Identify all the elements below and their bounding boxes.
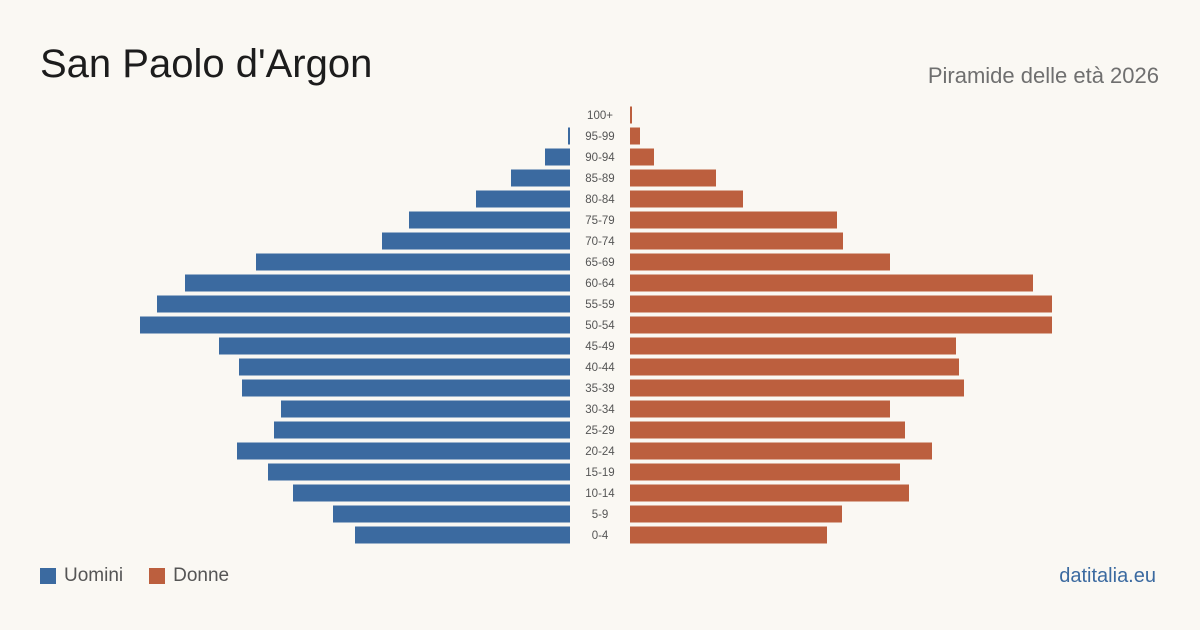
bar-women-5-9 [630, 505, 842, 523]
age-label-50-54: 50-54 [585, 320, 615, 332]
bar-men-10-14 [293, 484, 570, 502]
bar-women-90-94 [630, 148, 654, 166]
age-label-95-99: 95-99 [585, 131, 614, 143]
bar-men-35-39 [242, 379, 570, 397]
age-label-80-84: 80-84 [585, 194, 615, 206]
age-label-35-39: 35-39 [585, 383, 614, 395]
bar-women-60-64 [630, 274, 1033, 292]
page-title: San Paolo d'Argon [40, 42, 373, 86]
bar-men-20-24 [237, 442, 570, 460]
bar-men-15-19 [268, 463, 570, 481]
age-label-15-19: 15-19 [585, 467, 614, 479]
bar-women-80-84 [630, 190, 743, 208]
legend: Uomini Donne [40, 565, 255, 587]
age-label-30-34: 30-34 [585, 404, 615, 416]
bar-women-15-19 [630, 463, 900, 481]
age-label-65-69: 65-69 [585, 257, 614, 269]
age-label-90-94: 90-94 [585, 152, 615, 164]
bar-women-100+ [630, 106, 632, 124]
legend-swatch-women [149, 568, 166, 584]
legend-label-men: Uomini [64, 565, 124, 586]
age-label-25-29: 25-29 [585, 425, 614, 437]
age-label-20-24: 20-24 [585, 446, 615, 458]
bar-men-70-74 [382, 232, 570, 250]
age-label-45-49: 45-49 [585, 341, 614, 353]
age-label-5-9: 5-9 [592, 509, 609, 521]
bar-men-50-54 [140, 316, 570, 334]
bar-men-80-84 [476, 190, 570, 208]
legend-swatch-men [40, 568, 56, 584]
bar-women-75-79 [630, 211, 837, 229]
bar-men-45-49 [219, 337, 570, 355]
bar-men-65-69 [256, 253, 570, 271]
bar-men-0-4 [355, 526, 570, 544]
bar-men-30-34 [281, 400, 570, 418]
bar-women-50-54 [630, 316, 1052, 334]
bar-women-65-69 [630, 253, 890, 271]
bar-men-55-59 [157, 295, 570, 313]
age-label-55-59: 55-59 [585, 299, 614, 311]
bar-women-55-59 [630, 295, 1052, 313]
bar-women-20-24 [630, 442, 932, 460]
bar-men-95-99 [568, 127, 570, 145]
brand-link[interactable]: datitalia.eu [1059, 565, 1156, 587]
bar-women-35-39 [630, 379, 964, 397]
legend-label-women: Donne [173, 565, 230, 586]
age-label-40-44: 40-44 [585, 362, 615, 374]
bar-men-85-89 [511, 169, 570, 187]
age-label-100+: 100+ [587, 110, 613, 122]
page-subtitle: Piramide delle età 2026 [927, 63, 1159, 88]
age-label-70-74: 70-74 [585, 236, 615, 248]
legend-item-women: Donne [149, 565, 229, 587]
legend-item-men: Uomini [40, 565, 123, 587]
bar-men-25-29 [274, 421, 570, 439]
bar-men-75-79 [409, 211, 570, 229]
bar-men-40-44 [239, 358, 570, 376]
age-label-10-14: 10-14 [585, 488, 615, 500]
age-label-0-4: 0-4 [592, 530, 609, 542]
bar-women-30-34 [630, 400, 890, 418]
bar-men-90-94 [545, 148, 570, 166]
bar-women-70-74 [630, 232, 843, 250]
bar-women-95-99 [630, 127, 640, 145]
age-label-85-89: 85-89 [585, 173, 614, 185]
age-label-60-64: 60-64 [585, 278, 615, 290]
bar-women-0-4 [630, 526, 827, 544]
bar-women-10-14 [630, 484, 909, 502]
bar-women-40-44 [630, 358, 959, 376]
bar-women-25-29 [630, 421, 905, 439]
age-label-75-79: 75-79 [585, 215, 614, 227]
bar-women-45-49 [630, 337, 956, 355]
bar-women-85-89 [630, 169, 716, 187]
bar-men-5-9 [333, 505, 570, 523]
bar-men-60-64 [185, 274, 570, 292]
